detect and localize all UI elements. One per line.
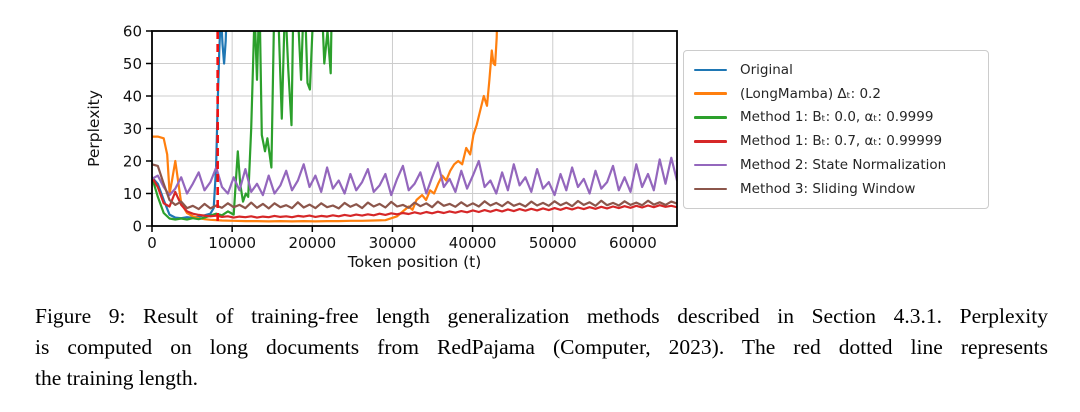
y-axis-label: Perplexity — [85, 90, 103, 167]
legend-line-swatch — [694, 187, 727, 191]
legend-entry-5: Method 3: Sliding Window — [694, 177, 978, 201]
legend-label: Original — [740, 61, 793, 78]
axis-tick-labels: 0 10000 20000 30000 40000 50000 60000 0 10 20 30 40… — [123, 23, 657, 253]
perplexity-chart: 0 10000 20000 30000 40000 50000 60000 0 10 20 30 40… — [85, 23, 678, 271]
x-tick-label: 0 — [147, 234, 157, 252]
caption-line-1: Figure 9: Result of training-free length… — [35, 304, 1048, 328]
y-tick-label: 10 — [123, 185, 142, 203]
x-tick-label: 60000 — [609, 234, 657, 252]
series-line-2 — [152, 31, 333, 221]
x-tick-label: 20000 — [288, 234, 336, 252]
series-lines — [152, 31, 677, 223]
series-line-0 — [152, 31, 228, 220]
legend-line-swatch — [694, 116, 727, 119]
legend-line-swatch — [694, 139, 727, 143]
y-tick-label: 0 — [132, 218, 142, 236]
legend-entry-0: Original — [694, 58, 978, 82]
chart-legend: Original (LongMamba) Δₜ: 0.2 Method 1: Bₜ:… — [683, 50, 989, 209]
legend-label: (LongMamba) Δₜ: 0.2 — [740, 85, 881, 102]
x-tick-label: 10000 — [208, 234, 256, 252]
figure-9: 0 10000 20000 30000 40000 50000 60000 0 10 20 30 40… — [85, 23, 989, 271]
series-line-1 — [152, 31, 498, 223]
legend-line-swatch — [694, 68, 727, 72]
legend-line-swatch — [694, 92, 727, 95]
x-tick-label: 50000 — [529, 234, 577, 252]
legend-entry-4: Method 2: State Normalization — [694, 153, 978, 177]
x-axis-label: Token position (t) — [347, 253, 482, 271]
legend-label: Method 2: State Normalization — [740, 157, 947, 174]
series-line-4 — [152, 156, 677, 197]
y-tick-label: 20 — [123, 153, 142, 171]
series-line-5 — [152, 163, 677, 211]
legend-entry-1: (LongMamba) Δₜ: 0.2 — [694, 82, 978, 106]
legend-label: Method 1: Bₜ: 0.7, αₜ: 0.99999 — [740, 133, 943, 150]
legend-label: Method 3: Sliding Window — [740, 180, 916, 197]
grid — [151, 30, 677, 227]
y-tick-label: 60 — [123, 23, 142, 41]
series-line-3 — [152, 176, 677, 219]
x-tick-label: 40000 — [449, 234, 497, 252]
legend-line-swatch — [694, 163, 727, 167]
legend-label: Method 1: Bₜ: 0.0, αₜ: 0.9999 — [740, 109, 934, 126]
axis-ticks — [146, 30, 634, 232]
x-tick-label: 30000 — [369, 234, 417, 252]
y-tick-label: 50 — [123, 55, 142, 73]
figure-caption: Figure 9: Result of training-free length… — [35, 301, 1048, 394]
legend-entry-3: Method 1: Bₜ: 0.7, αₜ: 0.99999 — [694, 129, 978, 153]
caption-line-2: is computed on long documents from RedPa… — [35, 335, 1048, 359]
y-tick-label: 30 — [123, 120, 142, 138]
y-tick-label: 40 — [123, 88, 142, 106]
caption-line-3: the training length. — [35, 366, 199, 390]
legend-entry-2: Method 1: Bₜ: 0.0, αₜ: 0.9999 — [694, 106, 978, 130]
